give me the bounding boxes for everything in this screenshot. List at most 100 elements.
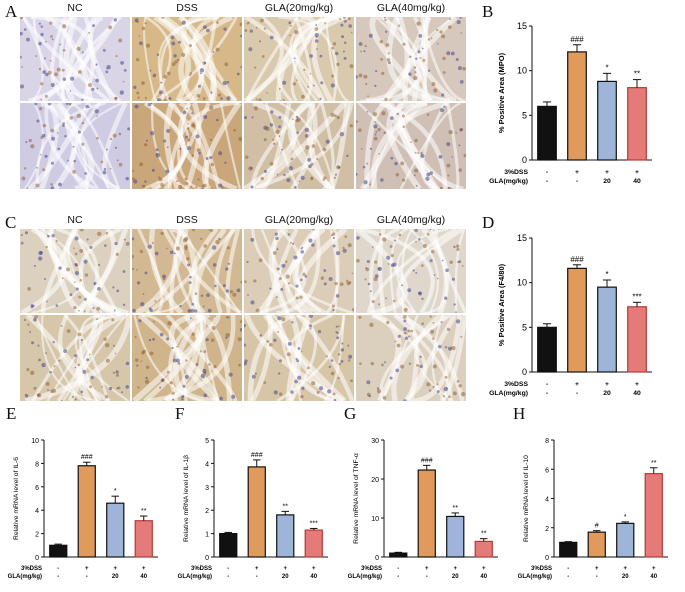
significance-label: ** — [651, 460, 657, 467]
y-tick-label: 2 — [205, 508, 209, 515]
significance-label: * — [605, 63, 608, 72]
treatment-gla-value: - — [546, 390, 548, 397]
column-label: GLA(20mg/kg) — [264, 2, 334, 14]
treatment-gla-value: 20 — [622, 574, 629, 580]
y-tick-label: 5 — [522, 322, 527, 332]
y-tick-label: 10 — [31, 438, 39, 445]
y-tick-label: 10 — [517, 66, 527, 76]
treatment-gla-label: GLA(mg/kg) — [178, 574, 212, 580]
micrograph-high-mag — [356, 103, 466, 189]
treatment-gla-label: GLA(mg/kg) — [489, 178, 528, 185]
micrograph-low-mag — [132, 229, 242, 313]
chart-il1b: 0 1 2 3 4 5 Relative mRNA level of IL-1β - - ### +… — [170, 404, 340, 587]
treatment-dss-value: + — [575, 381, 579, 388]
panel-letter-g: G — [344, 404, 357, 423]
treatment-dss-value: + — [635, 381, 639, 388]
treatment-dss-value: + — [255, 566, 259, 572]
treatment-gla-value: 20 — [603, 178, 611, 185]
chart-il6: 0 2 4 6 8 10 Relative mRNA level of IL-6 - - ### +… — [0, 404, 170, 587]
treatment-dss-value: - — [546, 169, 548, 176]
y-axis-label: Relative mRNA level of IL-6 — [13, 457, 20, 540]
treatment-gla-label: GLA(mg/kg) — [489, 390, 528, 397]
significance-label: * — [114, 488, 117, 495]
y-tick-label: 0 — [522, 367, 527, 377]
significance-label: # — [595, 523, 599, 530]
significance-label: ** — [453, 505, 459, 512]
chart-tnfa: 0 10 20 30 Relative mRNA level of TNF-α - - ###… — [340, 404, 510, 587]
treatment-gla-value: - — [86, 574, 88, 580]
significance-label: * — [605, 270, 608, 279]
y-tick-label: 30 — [371, 438, 379, 445]
y-tick-label: 0 — [522, 155, 527, 165]
bar — [567, 267, 587, 373]
micrograph-high-mag — [20, 315, 130, 401]
bar — [106, 502, 125, 558]
bar — [587, 531, 606, 558]
panel-letter-h: H — [513, 404, 526, 423]
y-tick-label: 8 — [545, 438, 549, 445]
bar — [276, 514, 295, 558]
treatment-dss-value: - — [567, 566, 569, 572]
bar — [616, 522, 635, 558]
panel-letter-c: C — [5, 213, 17, 232]
y-axis-label: % Positive Area (F4/80) — [497, 263, 506, 346]
panel-letter-b: B — [482, 2, 494, 21]
y-tick-label: 5 — [205, 438, 209, 445]
bar — [134, 520, 153, 558]
treatment-gla-value: 40 — [140, 574, 147, 580]
treatment-gla-value: 20 — [112, 574, 119, 580]
y-tick-label: 6 — [545, 467, 549, 474]
chart-f480: 0 5 10 15 % Positive Area (F4/80) - - ### + - * +20… — [482, 212, 682, 412]
treatment-dss-value: + — [283, 566, 287, 572]
treatment-dss-label: 3%DSS — [191, 566, 212, 572]
significance-label: ** — [481, 531, 487, 538]
micrograph-high-mag — [244, 103, 354, 189]
treatment-dss-value: + — [595, 566, 599, 572]
treatment-gla-value: 20 — [282, 574, 289, 580]
y-tick-label: 2 — [545, 526, 549, 533]
micrograph-high-mag — [132, 315, 242, 401]
y-tick-label: 0 — [205, 555, 209, 562]
bar — [49, 544, 68, 558]
y-tick-label: 4 — [205, 461, 209, 468]
treatment-gla-value: - — [227, 574, 229, 580]
treatment-dss-value: + — [142, 566, 146, 572]
treatment-gla-value: - — [546, 178, 548, 185]
y-tick-label: 0 — [545, 555, 549, 562]
column-label: GLA(20mg/kg) — [264, 214, 334, 226]
treatment-dss-value: - — [57, 566, 59, 572]
micrograph-low-mag — [20, 229, 130, 313]
treatment-gla-value: - — [256, 574, 258, 580]
y-tick-label: 10 — [517, 278, 527, 288]
bar — [474, 540, 493, 558]
y-tick-label: 4 — [35, 508, 39, 515]
y-tick-label: 10 — [371, 516, 379, 523]
y-tick-label: 1 — [205, 532, 209, 539]
micrograph-high-mag — [356, 315, 466, 401]
y-tick-label: 0 — [35, 555, 39, 562]
micrograph-low-mag — [244, 229, 354, 313]
column-label: NC — [67, 214, 83, 226]
panel-letter-a: A — [5, 2, 18, 21]
treatment-dss-value: - — [397, 566, 399, 572]
chart-mpo: 0 5 10 15 % Positive Area (MPO) - - ### + - * +20 **… — [482, 0, 682, 200]
micrograph-low-mag — [132, 17, 242, 101]
treatment-dss-value: - — [227, 566, 229, 572]
treatment-gla-value: - — [596, 574, 598, 580]
column-label: GLA(40mg/kg) — [376, 2, 446, 14]
bar — [389, 552, 408, 558]
treatment-gla-value: 40 — [633, 390, 641, 397]
treatment-gla-label: GLA(mg/kg) — [348, 574, 382, 580]
micrograph-high-mag — [244, 315, 354, 401]
micrograph-low-mag — [244, 17, 354, 101]
treatment-dss-label: 3%DSS — [361, 566, 382, 572]
significance-label: ** — [141, 508, 147, 515]
bar — [597, 80, 617, 161]
treatment-dss-value: + — [85, 566, 89, 572]
bar — [627, 87, 647, 161]
treatment-gla-value: 40 — [650, 574, 657, 580]
y-axis-label: Relative mRNA level of IL-1β — [183, 455, 190, 542]
significance-label: *** — [632, 292, 641, 301]
bar — [559, 541, 578, 558]
bar — [446, 515, 465, 558]
